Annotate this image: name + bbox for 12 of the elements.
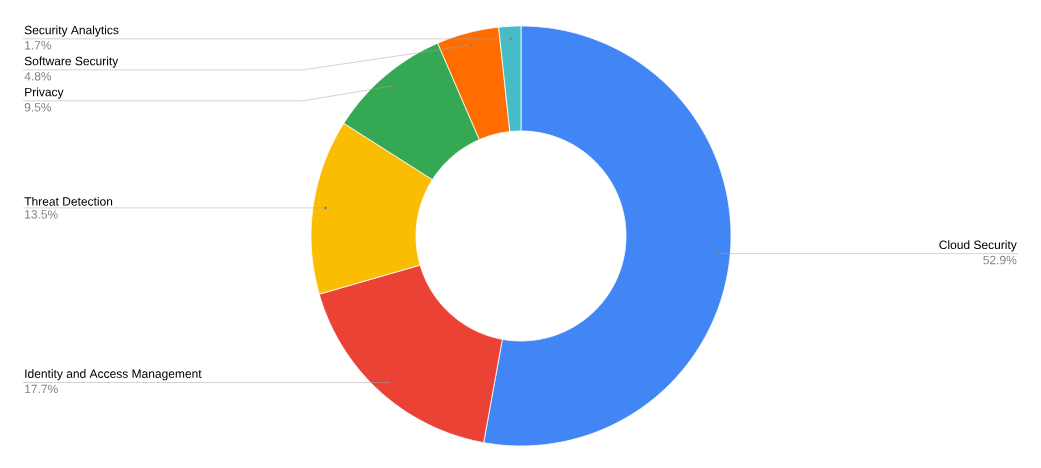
slice-label: Software Security	[24, 56, 119, 68]
slice-label: Privacy	[25, 87, 64, 99]
data-label: 17.7%	[25, 384, 58, 394]
slice-label: Identity and Access Management	[25, 369, 202, 381]
data-label: 1.7%	[25, 41, 52, 50]
slice-label: Security Analytics	[24, 25, 119, 37]
data-label: 9.5%	[24, 103, 52, 112]
data-label: 13.5%	[25, 210, 58, 219]
data-label: 4.8%	[24, 72, 52, 81]
data-label: 52.9%	[983, 255, 1017, 265]
slice-label: Cloud Security	[939, 240, 1017, 252]
slice-label: Threat Detection	[24, 196, 113, 206]
